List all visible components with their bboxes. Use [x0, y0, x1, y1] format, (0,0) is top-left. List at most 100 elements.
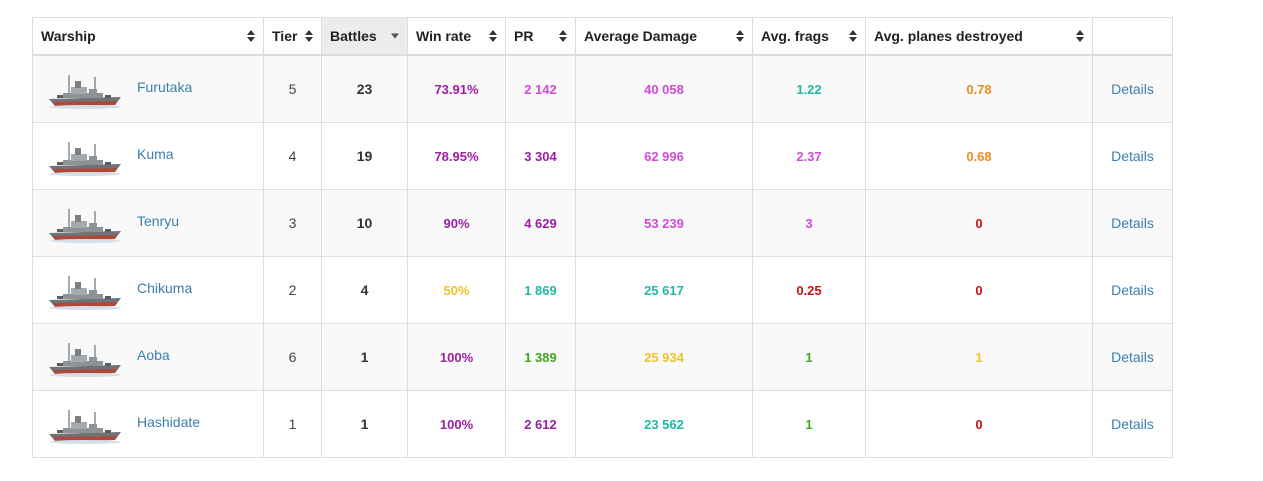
win-rate-cell: 50% [407, 256, 506, 324]
table-row: Tenryu 3 10 90% 4 629 53 239 3 0 Details [32, 189, 1173, 257]
warship-image [49, 142, 121, 176]
details-cell: Details [1092, 54, 1173, 123]
avg-frags-cell: 0.25 [752, 256, 866, 324]
avg-frags-cell: 3 [752, 189, 866, 257]
column-header-win-rate[interactable]: Win rate [407, 17, 506, 56]
details-link[interactable]: Details [1111, 148, 1154, 164]
column-header-label: Avg. frags [761, 28, 829, 44]
average-damage-cell: 23 562 [575, 390, 753, 458]
warship-name-link[interactable]: Aoba [137, 347, 170, 363]
column-header-pr[interactable]: PR [505, 17, 576, 56]
battles-cell: 23 [321, 54, 408, 123]
details-cell: Details [1092, 122, 1173, 190]
avg-frags-cell: 1 [752, 323, 866, 391]
battles-cell: 1 [321, 323, 408, 391]
pr-cell: 2 142 [505, 54, 576, 123]
warship-image [49, 343, 121, 377]
average-damage-cell: 40 058 [575, 54, 753, 123]
column-header-label: Avg. planes destroyed [874, 28, 1023, 44]
pr-cell: 3 304 [505, 122, 576, 190]
win-rate-cell: 100% [407, 323, 506, 391]
column-header-avg-frags[interactable]: Avg. frags [752, 17, 866, 56]
details-cell: Details [1092, 390, 1173, 458]
sort-icon[interactable] [305, 30, 313, 42]
column-header-warship[interactable]: Warship [32, 17, 264, 56]
sort-icon[interactable] [559, 30, 567, 42]
details-link[interactable]: Details [1111, 81, 1154, 97]
battles-cell: 19 [321, 122, 408, 190]
sort-icon[interactable] [736, 30, 744, 42]
tier-cell: 3 [263, 189, 322, 257]
warship-cell: Tenryu [32, 189, 264, 257]
warship-cell: Furutaka [32, 54, 264, 123]
warship-stats-table: Warship Tier Battles Win rate PR Average… [32, 17, 1173, 458]
warship-cell: Hashidate [32, 390, 264, 458]
column-header-battles[interactable]: Battles [321, 17, 408, 56]
column-header-label: Win rate [416, 28, 472, 44]
warship-name-link[interactable]: Furutaka [137, 79, 193, 95]
tier-cell: 2 [263, 256, 322, 324]
warship-name-link[interactable]: Tenryu [137, 213, 180, 229]
details-link[interactable]: Details [1111, 416, 1154, 432]
avg-planes-destroyed-cell: 0 [865, 256, 1093, 324]
average-damage-cell: 25 934 [575, 323, 753, 391]
pr-cell: 1 389 [505, 323, 576, 391]
avg-planes-destroyed-cell: 1 [865, 323, 1093, 391]
win-rate-cell: 90% [407, 189, 506, 257]
details-link[interactable]: Details [1111, 349, 1154, 365]
column-header-label: Average Damage [584, 28, 698, 44]
table-row: Kuma 4 19 78.95% 3 304 62 996 2.37 0.68 … [32, 122, 1173, 190]
avg-planes-destroyed-cell: 0 [865, 390, 1093, 458]
details-cell: Details [1092, 256, 1173, 324]
warship-image [49, 209, 121, 243]
column-header-actions [1092, 17, 1173, 56]
column-header-label: Battles [330, 28, 377, 44]
battles-cell: 10 [321, 189, 408, 257]
tier-cell: 4 [263, 122, 322, 190]
sort-icon[interactable] [489, 30, 497, 42]
avg-planes-destroyed-cell: 0.78 [865, 54, 1093, 123]
details-link[interactable]: Details [1111, 282, 1154, 298]
avg-frags-cell: 2.37 [752, 122, 866, 190]
average-damage-cell: 25 617 [575, 256, 753, 324]
average-damage-cell: 53 239 [575, 189, 753, 257]
sort-icon[interactable] [247, 30, 255, 42]
win-rate-cell: 73.91% [407, 54, 506, 123]
tier-cell: 1 [263, 390, 322, 458]
warship-image [49, 410, 121, 444]
column-header-average-damage[interactable]: Average Damage [575, 17, 753, 56]
table-header-row: Warship Tier Battles Win rate PR Average… [32, 17, 1173, 56]
warship-image [49, 75, 121, 109]
win-rate-cell: 78.95% [407, 122, 506, 190]
avg-frags-cell: 1 [752, 390, 866, 458]
battles-cell: 4 [321, 256, 408, 324]
avg-planes-destroyed-cell: 0.68 [865, 122, 1093, 190]
details-link[interactable]: Details [1111, 215, 1154, 231]
sort-desc-icon[interactable] [391, 33, 399, 39]
column-header-label: PR [514, 28, 534, 44]
table-body: Furutaka 5 23 73.91% 2 142 40 058 1.22 0… [32, 54, 1173, 458]
column-header-label: Tier [272, 28, 298, 44]
pr-cell: 2 612 [505, 390, 576, 458]
win-rate-cell: 100% [407, 390, 506, 458]
battles-cell: 1 [321, 390, 408, 458]
warship-cell: Kuma [32, 122, 264, 190]
tier-cell: 5 [263, 54, 322, 123]
warship-name-link[interactable]: Kuma [137, 146, 174, 162]
column-header-tier[interactable]: Tier [263, 17, 322, 56]
column-header-avg-planes-destroyed[interactable]: Avg. planes destroyed [865, 17, 1093, 56]
table-row: Hashidate 1 1 100% 2 612 23 562 1 0 Deta… [32, 390, 1173, 458]
avg-planes-destroyed-cell: 0 [865, 189, 1093, 257]
sort-icon[interactable] [849, 30, 857, 42]
details-cell: Details [1092, 189, 1173, 257]
warship-name-link[interactable]: Hashidate [137, 414, 201, 430]
table-row: Aoba 6 1 100% 1 389 25 934 1 1 Details [32, 323, 1173, 391]
warship-cell: Aoba [32, 323, 264, 391]
warship-stats-table-wrapper: Warship Tier Battles Win rate PR Average… [32, 17, 1173, 458]
details-cell: Details [1092, 323, 1173, 391]
tier-cell: 6 [263, 323, 322, 391]
table-row: Chikuma 2 4 50% 1 869 25 617 0.25 0 Deta… [32, 256, 1173, 324]
table-row: Furutaka 5 23 73.91% 2 142 40 058 1.22 0… [32, 54, 1173, 123]
sort-icon[interactable] [1076, 30, 1084, 42]
warship-name-link[interactable]: Chikuma [137, 280, 193, 296]
